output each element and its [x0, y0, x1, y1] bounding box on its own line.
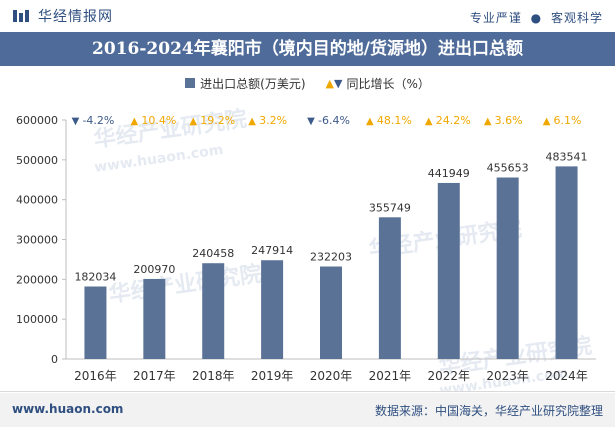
growth-label: 19.2% — [200, 114, 235, 127]
y-tick-label: 300000 — [16, 234, 58, 247]
logo-icon — [13, 10, 29, 22]
bar-chart: 华经产业研究院 华经产业研究院 华经产业研究院 华经产业研究院 www.huao… — [16, 106, 596, 392]
bar — [84, 286, 107, 359]
bar — [143, 278, 166, 359]
site-name: 华经情报网 — [38, 9, 113, 25]
growth-up-icon: ▲ — [543, 116, 551, 127]
growth-label: 3.6% — [495, 114, 523, 127]
y-tick-label: 500000 — [16, 154, 58, 167]
axes: 0 100000 200000 300000 400000 500000 600000 201… — [16, 114, 596, 383]
legend-swatch-icon — [185, 78, 196, 88]
bar-value-label: 455653 — [487, 161, 529, 174]
growth-label: -4.2% — [82, 114, 114, 127]
site-logo[interactable]: 华经情报网 — [12, 7, 113, 25]
x-tick-label: 2024年 — [545, 369, 588, 383]
growth-up-icon: ▲ — [484, 116, 492, 127]
growth-labels: ▼ -4.2% ▲ 10.4% ▲ 19.2% ▲ 3.2% ▼ -6.4% ▲ 48.1% ▲ 24.2… — [72, 114, 582, 127]
bar — [378, 217, 401, 359]
footer-source: 数据来源：中国海关，华经产业研究院整理 — [374, 404, 603, 418]
bar — [202, 263, 225, 359]
value-labels: 182034 200970 240458 247914 232203 355749 4419… — [74, 150, 587, 283]
triangle-down-icon: ▼ — [333, 76, 343, 90]
bar — [320, 266, 342, 359]
watermark-text: 华经产业研究院 — [107, 261, 263, 308]
x-tick-label: 2016年 — [74, 369, 117, 383]
growth-down-icon: ▼ — [307, 116, 315, 127]
growth-label: 6.1% — [554, 114, 582, 127]
legend-item-growth: ▲ ▼ 同比增长（%） — [326, 75, 430, 92]
bar-value-label: 247914 — [251, 244, 293, 257]
growth-down-icon: ▼ — [72, 116, 80, 127]
bar-value-label: 182034 — [74, 270, 116, 283]
growth-label: 10.4% — [141, 114, 176, 127]
legend-label-total: 进出口总额(万美元) — [200, 76, 306, 91]
bar — [555, 166, 578, 359]
growth-label: 24.2% — [436, 114, 471, 127]
bar-value-label: 240458 — [192, 247, 234, 260]
footer: www.huaon.com 数据来源：中国海关，华经产业研究院整理 — [0, 393, 615, 427]
growth-up-icon: ▲ — [189, 116, 197, 127]
growth-up-icon: ▲ — [366, 116, 374, 127]
x-tick-label: 2019年 — [251, 369, 294, 383]
tagline: 专业严谨 ● 客观科学 — [470, 9, 603, 26]
bar — [496, 177, 519, 359]
x-tick-label: 2020年 — [310, 369, 353, 383]
growth-label: 3.2% — [259, 114, 287, 127]
growth-up-icon: ▲ — [425, 116, 433, 127]
bars — [84, 166, 578, 359]
watermark-text: 华经产业研究院 — [92, 106, 248, 153]
chart-legend: 进出口总额(万美元) ▲ ▼ 同比增长（%） — [0, 74, 615, 92]
x-tick-label: 2023年 — [486, 369, 529, 383]
bar-value-label: 200970 — [133, 263, 175, 276]
growth-up-icon: ▲ — [130, 116, 138, 127]
growth-label: 48.1% — [377, 114, 412, 127]
y-tick-label: 0 — [51, 353, 58, 366]
tagline-left: 专业严谨 — [469, 11, 522, 25]
x-tick-label: 2022年 — [428, 369, 471, 383]
bar-value-label: 355749 — [369, 201, 411, 214]
y-tick-label: 100000 — [16, 313, 58, 326]
x-tick-label: 2018年 — [192, 369, 235, 383]
bar — [261, 260, 284, 359]
bar-value-label: 232203 — [310, 251, 352, 264]
y-tick-label: 200000 — [16, 273, 58, 286]
triangle-up-icon: ▲ — [325, 76, 334, 90]
bullet-icon: ● — [530, 11, 543, 25]
legend-item-total: 进出口总额(万美元) — [185, 75, 306, 92]
title-bar: 2016-2024年襄阳市（境内目的地/货源地）进出口总额 — [0, 32, 615, 66]
footer-divider — [0, 391, 615, 392]
y-tick-label: 400000 — [16, 194, 58, 207]
chart-title: 2016-2024年襄阳市（境内目的地/货源地）进出口总额 — [92, 39, 523, 59]
bar-value-label: 441949 — [428, 167, 470, 180]
legend-label-growth: 同比增长（%） — [346, 76, 430, 91]
growth-label: -6.4% — [318, 114, 350, 127]
bar-value-label: 483541 — [546, 150, 588, 163]
x-tick-label: 2021年 — [369, 369, 412, 383]
growth-up-icon: ▲ — [248, 116, 256, 127]
top-bar: 华经情报网 专业严谨 ● 客观科学 — [0, 0, 615, 32]
y-tick-label: 600000 — [16, 114, 58, 127]
x-tick-label: 2017年 — [133, 369, 176, 383]
bar — [437, 182, 460, 359]
footer-url-link[interactable]: www.huaon.com — [12, 402, 124, 416]
tagline-right: 客观科学 — [550, 11, 603, 25]
